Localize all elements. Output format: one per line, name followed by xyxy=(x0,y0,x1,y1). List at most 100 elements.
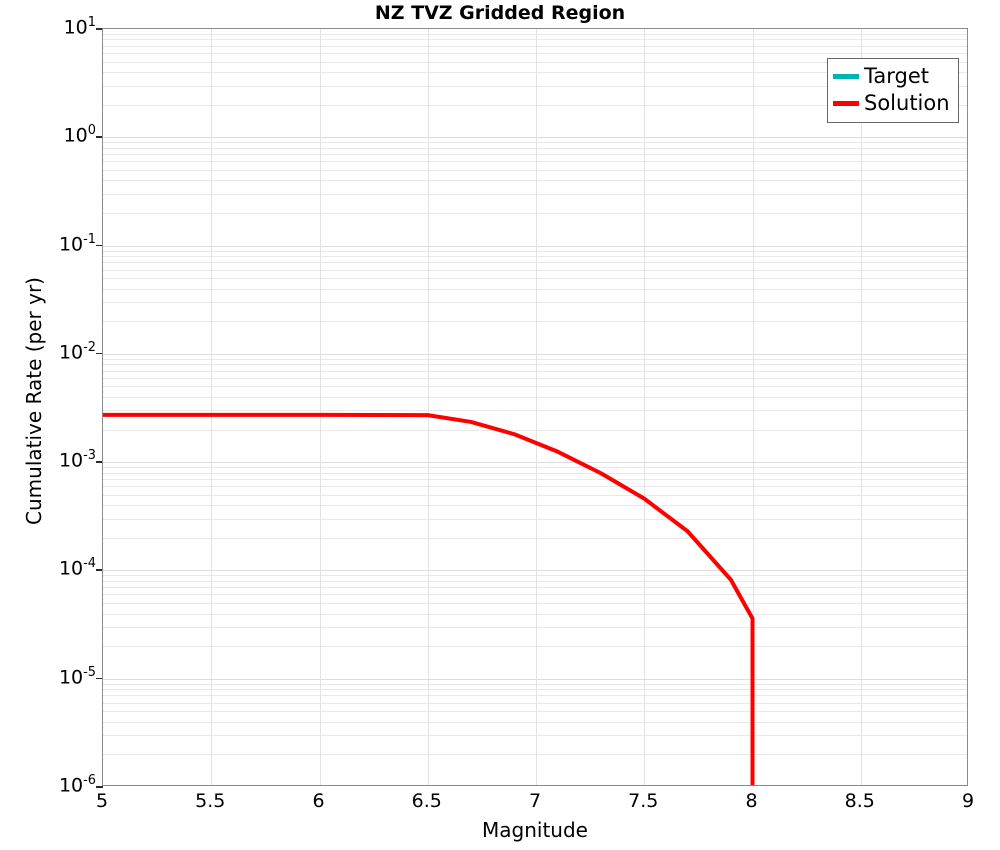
legend-entry[interactable]: Solution xyxy=(833,90,950,117)
gridline-vertical xyxy=(319,29,321,785)
y-tick-mark xyxy=(96,136,103,138)
gridline-horizontal xyxy=(103,721,967,723)
gridline-horizontal xyxy=(103,575,967,577)
gridline-horizontal xyxy=(103,377,967,379)
legend-entry[interactable]: Target xyxy=(833,63,950,90)
gridline-horizontal xyxy=(103,518,967,520)
gridline-horizontal xyxy=(103,702,967,704)
gridline-horizontal xyxy=(103,33,967,35)
gridline-vertical xyxy=(427,29,429,785)
gridline-horizontal xyxy=(103,695,967,697)
gridline-horizontal xyxy=(103,467,967,469)
gridline-horizontal xyxy=(103,212,967,214)
x-axis-tick-labels: 5 5.5 6 6.5 7 7.5 8 8.5 9 xyxy=(96,786,974,826)
y-tick-label: 10-5 xyxy=(58,664,96,689)
gridline-horizontal xyxy=(103,429,967,431)
y-tick-mark xyxy=(96,569,103,572)
gridline-vertical xyxy=(211,29,213,785)
gridline-horizontal xyxy=(103,53,967,55)
y-tick-label: 10-2 xyxy=(58,339,96,364)
gridline-horizontal xyxy=(103,137,967,139)
gridline-horizontal xyxy=(103,494,967,496)
gridline-horizontal xyxy=(103,486,967,488)
gridline-horizontal xyxy=(103,689,967,691)
gridline-vertical xyxy=(536,29,537,785)
x-tick-label: 6 xyxy=(312,790,325,812)
y-tick-label: 10-3 xyxy=(58,448,96,472)
gridline-vertical xyxy=(860,29,862,785)
y-tick-mark xyxy=(96,28,103,30)
gridline-horizontal xyxy=(103,537,967,539)
gridline-horizontal xyxy=(103,104,967,106)
legend-color-swatch xyxy=(833,74,859,79)
gridline-horizontal xyxy=(103,302,967,304)
series-line-solution xyxy=(103,412,755,785)
gridline-horizontal xyxy=(103,613,967,615)
gridline-horizontal xyxy=(103,142,967,144)
gridline-horizontal xyxy=(103,250,967,252)
gridline-vertical xyxy=(644,29,646,785)
legend-label: Target xyxy=(864,64,929,88)
gridline-horizontal xyxy=(103,180,967,182)
y-tick-label: 100 xyxy=(63,123,96,147)
gridline-horizontal xyxy=(103,396,967,398)
gridline-horizontal xyxy=(103,147,967,149)
gridline-horizontal xyxy=(103,594,967,596)
x-tick-label: 7.5 xyxy=(628,790,659,812)
x-tick-label: 9 xyxy=(961,790,975,812)
gridline-horizontal xyxy=(103,321,967,323)
y-tick-label: 10-6 xyxy=(58,773,96,797)
gridline-horizontal xyxy=(103,353,967,355)
x-tick-label: 6.5 xyxy=(411,790,442,812)
x-axis-title: Magnitude xyxy=(482,818,588,842)
gridline-horizontal xyxy=(103,587,967,589)
gridline-horizontal xyxy=(103,256,967,258)
gridline-horizontal xyxy=(103,193,967,195)
y-tick-label: 10-4 xyxy=(58,556,96,580)
plot-area xyxy=(102,28,968,786)
gridline-horizontal xyxy=(103,580,967,582)
x-tick-label: 8 xyxy=(745,790,758,812)
gridline-horizontal xyxy=(103,61,967,63)
gridline-horizontal xyxy=(103,478,967,480)
y-tick-mark xyxy=(96,352,103,355)
gridline-horizontal xyxy=(103,678,967,680)
gridline-horizontal xyxy=(103,472,967,474)
legend-color-swatch xyxy=(833,101,859,106)
gridline-horizontal xyxy=(103,262,967,264)
gridline-horizontal xyxy=(103,754,967,756)
y-axis-title: Cumulative Rate (per yr) xyxy=(22,277,46,525)
y-tick-mark xyxy=(96,461,103,463)
y-tick-label: 101 xyxy=(63,15,96,39)
gridline-horizontal xyxy=(103,161,967,163)
gridline-horizontal xyxy=(103,370,967,372)
gridline-horizontal xyxy=(103,269,967,271)
gridline-horizontal xyxy=(103,646,967,648)
gridline-horizontal xyxy=(103,386,967,388)
x-tick-label: 5 xyxy=(95,790,109,812)
chart-legend: Target Solution xyxy=(827,58,959,123)
y-tick-mark xyxy=(96,244,103,247)
gridline-horizontal xyxy=(103,154,967,156)
gridline-horizontal xyxy=(103,85,967,87)
x-tick-label: 5.5 xyxy=(195,790,226,812)
gridline-horizontal xyxy=(103,627,967,629)
gridline-horizontal xyxy=(103,358,967,360)
gridline-horizontal xyxy=(103,735,967,737)
chart-title: NZ TVZ Gridded Region xyxy=(374,2,626,24)
gridline-horizontal xyxy=(103,410,967,412)
x-tick-label: 8.5 xyxy=(844,790,875,812)
gridline-horizontal xyxy=(103,603,967,605)
series-line-target xyxy=(103,413,754,785)
gridline-horizontal xyxy=(103,683,967,685)
gridline-horizontal xyxy=(103,462,967,464)
gridline-horizontal xyxy=(103,364,967,366)
gridline-horizontal xyxy=(103,169,967,171)
gridline-horizontal xyxy=(103,278,967,280)
gridline-horizontal xyxy=(103,505,967,507)
y-axis-tick-labels: 101 100 10-1 10-2 10-3 10-4 10-5 10-6 xyxy=(0,15,103,796)
legend-label: Solution xyxy=(864,91,950,115)
y-tick-mark xyxy=(96,786,103,788)
gridline-horizontal xyxy=(103,245,967,247)
